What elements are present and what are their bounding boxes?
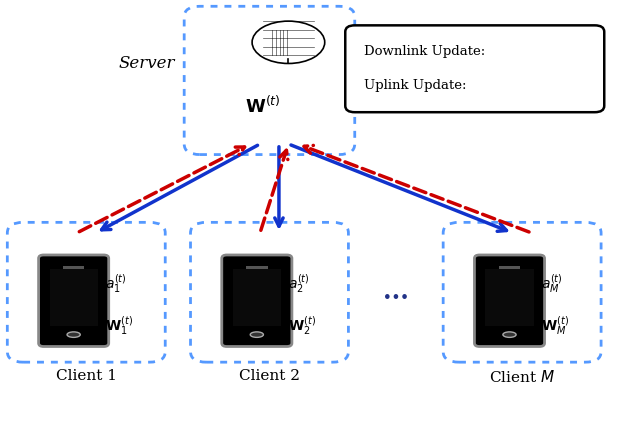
- Text: $a_2^{(t)}$: $a_2^{(t)}$: [289, 273, 310, 295]
- Bar: [63, 266, 84, 269]
- Bar: [50, 269, 98, 326]
- FancyBboxPatch shape: [443, 222, 601, 362]
- Text: Client $M$: Client $M$: [489, 368, 555, 384]
- Ellipse shape: [503, 332, 516, 337]
- Text: $\mathbf{W}_2^{(t)}$: $\mathbf{W}_2^{(t)}$: [289, 315, 316, 337]
- Bar: [233, 269, 281, 326]
- Text: $a_1^{(t)}$: $a_1^{(t)}$: [105, 273, 127, 295]
- Text: Downlink Update:: Downlink Update:: [364, 45, 486, 58]
- FancyBboxPatch shape: [184, 6, 355, 155]
- Text: Client 1: Client 1: [56, 368, 116, 382]
- Text: $\mathbf{W}_1^{(t)}$: $\mathbf{W}_1^{(t)}$: [105, 315, 133, 337]
- FancyBboxPatch shape: [474, 255, 545, 346]
- FancyBboxPatch shape: [38, 255, 109, 346]
- Ellipse shape: [250, 332, 264, 337]
- FancyBboxPatch shape: [222, 255, 292, 346]
- FancyBboxPatch shape: [345, 25, 604, 112]
- Ellipse shape: [252, 21, 324, 64]
- Text: Server: Server: [118, 55, 175, 72]
- Text: Uplink Update:: Uplink Update:: [364, 79, 467, 92]
- Bar: [246, 266, 268, 269]
- Ellipse shape: [67, 332, 80, 337]
- Text: $a_M^{(t)}$: $a_M^{(t)}$: [541, 273, 563, 295]
- Bar: [499, 266, 520, 269]
- Text: $\mathbf{W}_M^{(t)}$: $\mathbf{W}_M^{(t)}$: [541, 315, 569, 337]
- Bar: [486, 269, 534, 326]
- Text: $\mathbf{W}^{(t)}$: $\mathbf{W}^{(t)}$: [245, 95, 281, 117]
- FancyBboxPatch shape: [191, 222, 348, 362]
- Text: ...: ...: [383, 280, 409, 304]
- Text: Client 2: Client 2: [239, 368, 300, 382]
- FancyBboxPatch shape: [7, 222, 165, 362]
